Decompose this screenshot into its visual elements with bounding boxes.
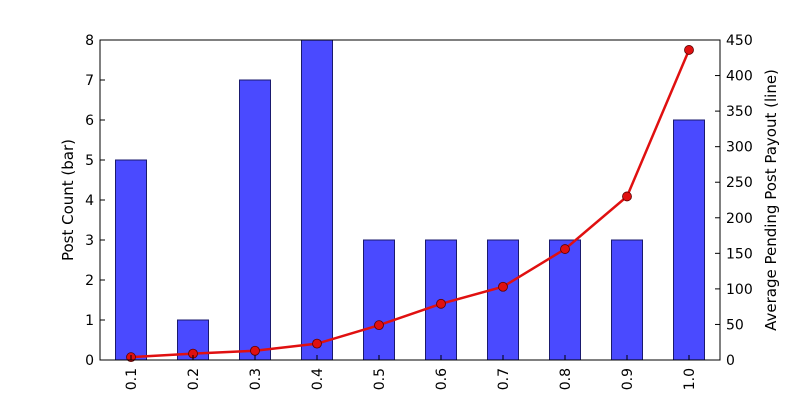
- line-point-0.7: [498, 281, 508, 292]
- line-point-0.4: [312, 338, 322, 349]
- right-axis-ticks: 0 50 100 150 200 250 300 350 400 450: [715, 33, 753, 369]
- line-series: [126, 45, 694, 363]
- y-right-tick-label: 50: [726, 317, 744, 333]
- x-tick-label: 1.0: [682, 368, 698, 390]
- y-right-tick-label: 300: [726, 140, 753, 156]
- y-right-tick-label: 100: [726, 282, 753, 298]
- y-right-tick-label: 150: [726, 246, 753, 262]
- y-tick-label: 8: [85, 33, 94, 49]
- y-tick-label: 3: [85, 233, 94, 249]
- line-point-0.9: [622, 191, 632, 202]
- bar-1.0: [673, 119, 705, 361]
- y-right-tick-label: 0: [726, 353, 735, 369]
- line-point-0.8: [560, 244, 570, 254]
- y-tick-label: 1: [85, 313, 94, 329]
- y-right-tick-label: 250: [726, 175, 753, 191]
- x-tick-label: 0.3: [248, 368, 264, 390]
- x-tick-label: 0.8: [558, 368, 574, 390]
- x-tick-label: 0.4: [310, 368, 326, 390]
- bar-0.4: [301, 39, 333, 361]
- line-point-0.5: [374, 320, 384, 331]
- line-path: [130, 49, 691, 359]
- x-tick-label: 0.6: [434, 368, 450, 390]
- bar-0.8: [549, 239, 581, 361]
- y-right-tick-label: 350: [726, 104, 753, 120]
- x-tick-label: 0.5: [372, 368, 388, 390]
- bar-series: [115, 39, 705, 361]
- left-axis-title: Post Count (bar): [59, 139, 77, 261]
- y-right-tick-label: 200: [726, 211, 753, 227]
- y-right-tick-label: 400: [726, 69, 753, 85]
- x-axis-ticks: 0.1 0.2 0.3 0.4 0.5 0.6 0.7 0.8 0.9 1.0: [124, 355, 698, 390]
- y-tick-label: 2: [85, 273, 94, 289]
- line-point-0.6: [436, 298, 446, 309]
- bar-0.3: [239, 79, 271, 361]
- y-tick-label: 0: [85, 353, 94, 369]
- bar-0.9: [611, 239, 643, 361]
- x-tick-label: 0.1: [124, 368, 140, 390]
- line-point-0.3: [250, 345, 260, 356]
- x-tick-label: 0.2: [186, 368, 202, 390]
- x-tick-label: 0.9: [620, 368, 636, 390]
- y-tick-label: 5: [85, 153, 94, 169]
- right-axis-title: Average Pending Post Payout (line): [762, 69, 780, 331]
- bar-0.1: [115, 159, 147, 361]
- y-tick-label: 7: [85, 73, 94, 89]
- y-right-tick-label: 450: [726, 33, 753, 49]
- bar-0.7: [487, 239, 519, 361]
- bar-0.5: [363, 239, 395, 361]
- left-axis-ticks: 0 1 2 3 4 5 6 7 8: [85, 33, 105, 369]
- line-point-1.0: [684, 45, 694, 55]
- y-tick-label: 6: [85, 113, 94, 129]
- x-tick-label: 0.7: [496, 368, 512, 390]
- y-tick-label: 4: [85, 193, 94, 209]
